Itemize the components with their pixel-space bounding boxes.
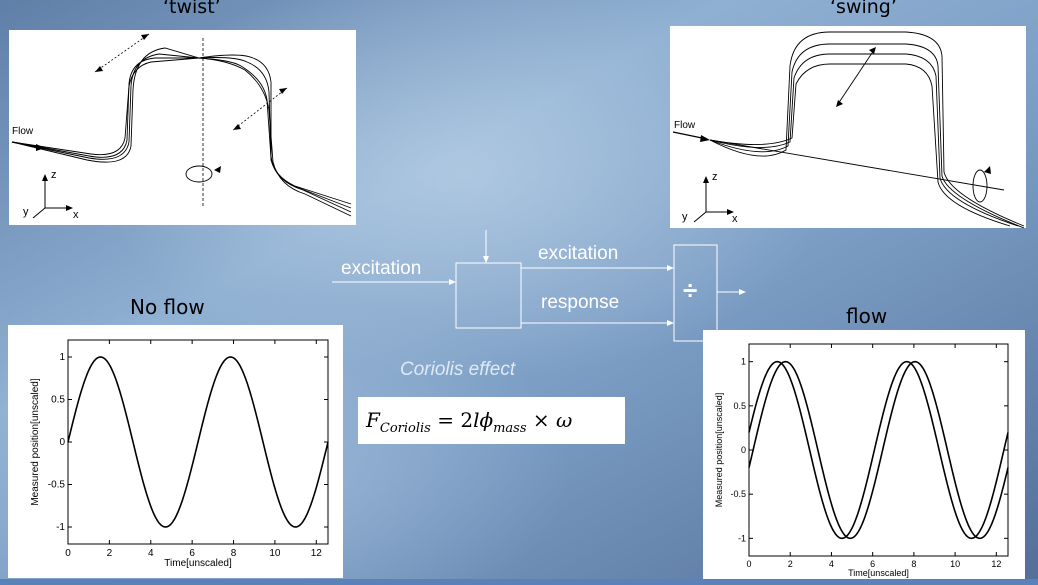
series-line-0	[67, 356, 329, 528]
swing-title: ‘swing’	[830, 0, 897, 18]
swing-axis-y: y	[682, 211, 688, 223]
formula-subscript-mass: mass	[493, 421, 527, 436]
divide-symbol: ÷	[683, 275, 698, 305]
y-axis-label: Measured position[unscaled]	[714, 393, 724, 508]
coriolis-formula: FCoriolis = 2lϕmass × ω	[358, 397, 625, 444]
y-tick-label: 0.5	[733, 401, 746, 411]
x-tick-label: 6	[189, 548, 195, 559]
y-tick-label: 0	[741, 445, 746, 455]
y-tick-label: -0.5	[48, 480, 66, 491]
x-tick-label: 8	[911, 559, 916, 569]
y-tick-label: -1	[738, 533, 746, 543]
x-tick-label: 4	[829, 559, 834, 569]
formula-subscript-coriolis: Coriolis	[379, 421, 431, 436]
twist-tube-drawing: Flow z y x	[11, 33, 352, 221]
swing-panel: Flow z y x	[670, 26, 1026, 228]
flow-chart-panel: 0 2 4 6 8 10 12 -1 -0.5 0 0.5 1 Time[unscaled] Measur…	[703, 330, 1025, 579]
swing-flow-label: Flow	[674, 120, 696, 131]
coriolis-effect-label: Coriolis effect	[400, 359, 516, 380]
twist-axis-x: x	[73, 209, 79, 221]
x-tick-label: 4	[148, 548, 154, 559]
formula-equals: = 2	[437, 408, 474, 432]
bottom-bar	[0, 579, 1038, 585]
flow-chart: 0 2 4 6 8 10 12 -1 -0.5 0 0.5 1 Time[unscaled] Measur…	[714, 343, 1009, 578]
no-flow-chart-panel: 0 2 4 6 8 10 12 -1 -0.5 0 0.5 1 Time[unscaled] Measur…	[8, 325, 343, 578]
y-tick-label: 0.5	[51, 395, 65, 406]
y-tick-label: 1	[741, 357, 746, 367]
swing-axis-z: z	[712, 171, 718, 183]
formula-omega: ω	[556, 408, 573, 432]
flow-title: flow	[846, 304, 888, 328]
x-tick-label: 2	[107, 548, 113, 559]
series-line-0	[748, 360, 1009, 540]
upper-excitation-label: excitation	[538, 243, 619, 264]
y-tick-label: 0	[59, 437, 65, 448]
y-tick-label: -0.5	[730, 489, 746, 499]
plot-frame	[748, 343, 1009, 557]
x-tick-label: 8	[231, 548, 237, 559]
response-label: response	[541, 292, 620, 313]
no-flow-chart: 0 2 4 6 8 10 12 -1 -0.5 0 0.5 1 Time[unscaled] Measur…	[30, 339, 329, 569]
x-tick-label: 2	[788, 559, 793, 569]
swing-axis-x: x	[732, 213, 738, 225]
x-tick-label: 6	[870, 559, 875, 569]
input-excitation-label: excitation	[341, 258, 422, 279]
twist-title: ‘twist’	[163, 0, 221, 18]
x-tick-label: 0	[746, 559, 751, 569]
formula-l: l	[473, 408, 480, 432]
twist-panel: Flow z y x	[9, 30, 356, 225]
x-tick-label: 10	[269, 548, 281, 559]
twist-flow-label: Flow	[12, 126, 34, 137]
swing-tube-drawing: Flow z y x	[672, 31, 1025, 228]
x-tick-label: 12	[311, 548, 323, 559]
twist-axis-y: y	[23, 206, 29, 218]
series-line-1	[748, 360, 1009, 540]
formula-F: F	[366, 408, 380, 432]
y-tick-label: -1	[56, 522, 65, 533]
x-axis-label: Time[unscaled]	[164, 558, 232, 569]
x-tick-label: 10	[950, 559, 960, 569]
y-tick-label: 1	[59, 352, 65, 363]
x-axis-label: Time[unscaled]	[848, 568, 909, 578]
x-tick-label: 12	[991, 559, 1001, 569]
twist-axis-z: z	[51, 169, 57, 181]
y-axis-label: Measured position[unscaled]	[30, 378, 41, 506]
formula-phi: ϕ	[479, 408, 494, 432]
formula-times: ×	[532, 408, 550, 432]
no-flow-title: No flow	[130, 295, 205, 319]
x-tick-label: 0	[65, 548, 71, 559]
